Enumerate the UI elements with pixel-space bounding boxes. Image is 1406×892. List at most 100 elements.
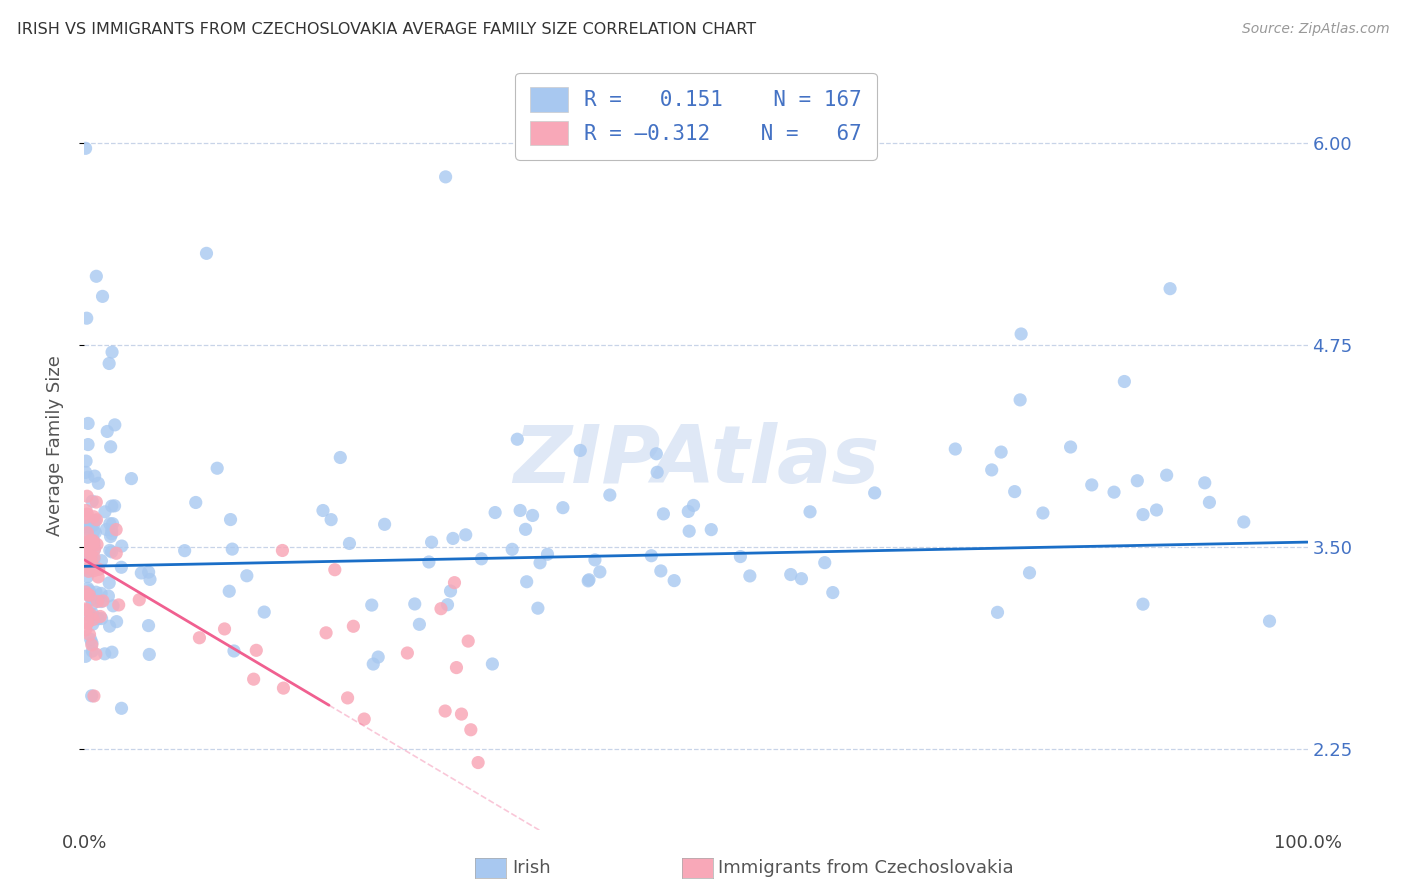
Point [271,543,294,558]
Point [1102,485,1125,500]
Point [100,526,122,541]
Text: ZIPAtlas: ZIPAtlas [513,422,879,500]
Point [814,556,837,570]
Point [253,605,276,619]
Point [93,647,115,661]
Point [86,269,108,284]
Point [1233,515,1256,529]
Point [75,602,97,616]
Point [75,503,97,517]
Point [139,573,162,587]
Point [98,619,121,633]
Point [481,657,503,671]
Point [138,618,160,632]
Point [467,756,489,770]
Point [87,562,110,576]
Point [640,549,662,563]
Point [418,555,440,569]
Point [84,525,107,540]
Point [77,582,100,596]
Point [214,622,236,636]
Point [221,542,243,557]
Point [98,516,121,531]
Point [374,517,396,532]
Point [75,585,97,599]
Point [516,574,538,589]
Point [75,141,97,155]
Point [551,500,574,515]
Point [506,432,529,446]
Point [82,617,104,632]
Point [329,450,352,465]
Point [980,463,1002,477]
Point [188,631,211,645]
Point [678,524,700,538]
Point [436,598,458,612]
Point [273,681,295,695]
Point [1258,614,1281,628]
Point [790,572,813,586]
Point [1146,503,1168,517]
Point [77,543,100,558]
Point [990,445,1012,459]
Point [446,660,468,674]
Point [527,601,550,615]
Point [650,564,672,578]
Point [576,574,599,588]
Point [315,625,337,640]
Point [578,573,600,587]
Point [430,601,453,615]
Point [83,509,105,524]
Point [457,634,479,648]
Point [110,701,132,715]
Y-axis label: Average Family Size: Average Family Size [45,356,63,536]
Point [82,494,104,508]
Point [779,567,801,582]
Point [339,536,361,550]
Point [443,575,465,590]
Point [1132,597,1154,611]
Point [76,570,98,584]
Point [1156,468,1178,483]
Point [76,615,98,630]
Point [1010,326,1032,341]
Point [80,592,103,607]
Point [84,513,107,527]
Point [439,584,461,599]
Point [75,623,97,637]
Point [652,507,675,521]
Point [94,505,117,519]
Point [245,643,267,657]
Point [82,535,104,549]
Point [1059,440,1081,454]
Point [222,644,245,658]
Point [1032,506,1054,520]
Point [77,417,100,431]
Point [1080,478,1102,492]
Point [138,565,160,579]
Point [522,508,544,523]
Point [75,543,97,558]
Point [1018,566,1040,580]
Point [77,518,100,533]
Point [583,553,606,567]
Point [236,568,259,582]
Text: Source: ZipAtlas.com: Source: ZipAtlas.com [1241,22,1389,37]
Point [84,647,107,661]
Point [515,522,537,536]
Point [1194,475,1216,490]
Point [105,523,128,537]
Point [75,466,97,480]
Point [501,542,523,557]
Point [361,657,384,671]
Point [83,469,105,483]
Point [184,495,207,509]
Point [83,564,105,578]
Point [83,538,105,552]
Point [645,447,668,461]
Point [460,723,482,737]
Point [128,592,150,607]
Point [104,417,127,432]
Point [77,522,100,536]
Point [205,461,228,475]
